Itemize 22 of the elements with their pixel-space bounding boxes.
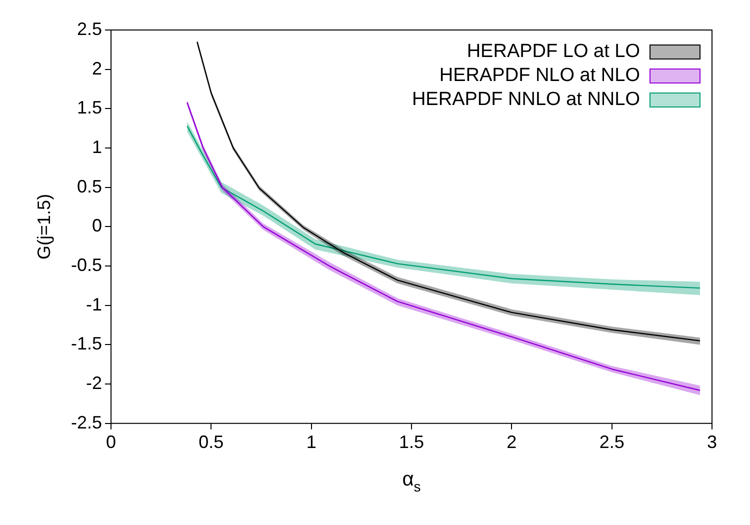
y-tick-label: -2 (86, 373, 102, 394)
x-tick-label: 2 (506, 432, 517, 452)
legend-label: HERAPDF NNLO at NNLO (412, 89, 640, 110)
x-tick-label: 2.5 (599, 432, 624, 452)
legend-label: HERAPDF LO at LO (466, 41, 640, 62)
y-tick-label: 0 (92, 216, 102, 236)
x-tick-label: 0.5 (198, 432, 224, 452)
y-tick-label: 2.5 (76, 18, 102, 39)
x-tick-label: 1 (306, 432, 316, 452)
y-tick-label: 2 (92, 58, 102, 78)
x-tick-label: 3 (706, 432, 718, 452)
y-tick-label: -0.5 (70, 255, 102, 276)
legend-label: HERAPDF NLO at NLO (439, 65, 640, 86)
y-tick-label: 1.5 (76, 98, 102, 118)
y-tick-label: 0.5 (76, 176, 102, 196)
x-tick-label: 0 (106, 432, 116, 452)
y-axis-title: G(j=1.5) (34, 194, 54, 260)
x-tick-label: 1.5 (398, 432, 424, 452)
y-tick-label: -2.5 (70, 412, 102, 432)
y-tick-label: 1 (92, 136, 102, 157)
y-tick-label: -1.5 (70, 334, 102, 354)
y-tick-label: -1 (86, 294, 102, 314)
